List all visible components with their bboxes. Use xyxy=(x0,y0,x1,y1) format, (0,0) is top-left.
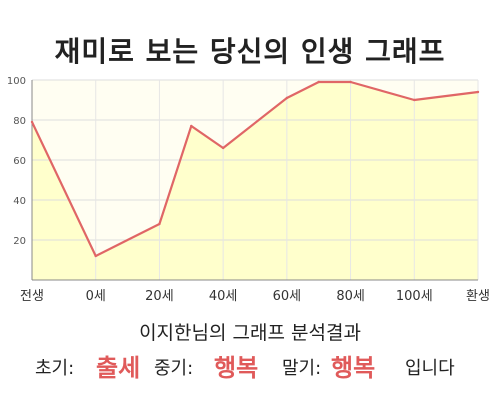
data-point-0 xyxy=(30,120,34,124)
y-tick-label-1: 40 xyxy=(13,196,26,207)
data-point-8 xyxy=(413,98,416,102)
x-tick-label-5: 80세 xyxy=(336,289,365,304)
life-graph-chart: 20 40 60 80 100 전생 0세 20세 40세 60세 80세 100세 환생 xyxy=(7,76,490,304)
x-tick-label-4: 60세 xyxy=(273,289,302,304)
data-point-2 xyxy=(158,222,161,226)
data-point-6 xyxy=(317,80,320,84)
data-point-7 xyxy=(349,80,352,84)
x-tick-label-3: 40세 xyxy=(209,289,238,304)
x-tick-label-6: 100세 xyxy=(396,289,433,304)
area-fill xyxy=(32,82,478,280)
y-tick-label-0: 20 xyxy=(13,236,26,247)
y-tick-label-3: 80 xyxy=(13,116,26,127)
late-label: 말기: xyxy=(282,358,322,379)
x-tick-label-1: 0세 xyxy=(86,289,106,304)
early-label: 초기: xyxy=(35,358,75,379)
middle-value: 행복 xyxy=(214,354,259,382)
x-tick-label-7: 환생 xyxy=(466,289,490,304)
ending-text: 입니다 xyxy=(405,358,455,379)
data-point-1 xyxy=(94,254,97,258)
chart-title: 재미로 보는 당신의 인생 그래프 xyxy=(54,35,446,68)
middle-label: 중기: xyxy=(154,358,194,379)
x-tick-label-0: 전생 xyxy=(20,289,44,304)
y-tick-label-2: 60 xyxy=(13,156,26,167)
late-value: 행복 xyxy=(331,354,376,382)
data-point-3 xyxy=(190,124,193,128)
x-tick-label-2: 20세 xyxy=(145,289,174,304)
early-value: 출세 xyxy=(96,354,141,382)
series-line xyxy=(31,80,479,258)
analysis-heading: 이지한님의 그래프 분석결과 xyxy=(139,322,361,344)
data-point-4 xyxy=(221,146,225,150)
analysis-result-line: 초기: 출세 중기: 행복 말기: 행복 입니다 xyxy=(0,346,500,386)
data-point-9 xyxy=(476,90,480,94)
data-point-5 xyxy=(285,96,289,100)
y-tick-label-4: 100 xyxy=(7,76,26,87)
